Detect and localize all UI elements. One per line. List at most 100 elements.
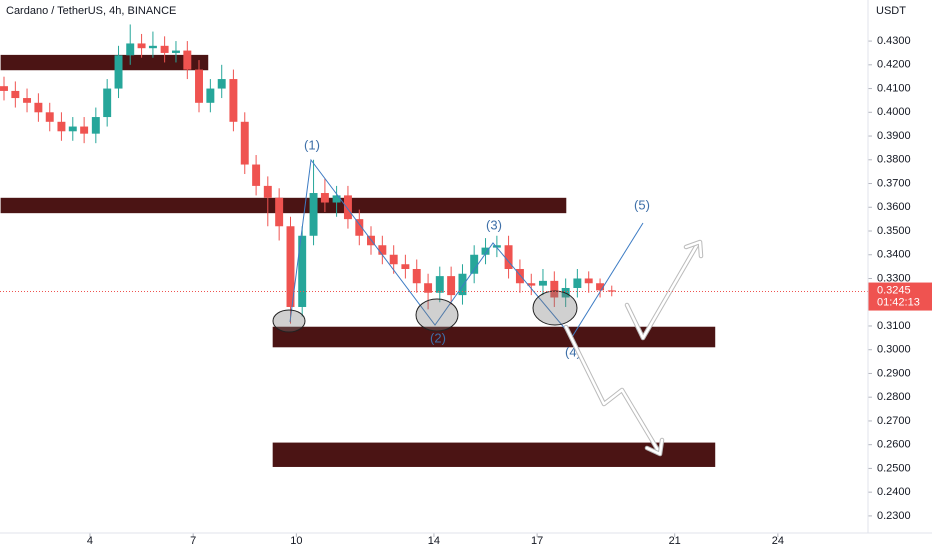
candle-body [527,283,536,286]
y-tick-label: 0.3500 [877,225,911,237]
y-tick-label: 0.3300 [877,272,911,284]
arrow-head [684,240,703,258]
candle-body [45,112,54,122]
y-tick-label: 0.3400 [877,249,911,261]
ellipse-marker [272,309,306,333]
y-axis-label: USDT [876,5,906,17]
candle-body [470,254,479,274]
wave-line [289,158,644,338]
y-tick-label: 0.3000 [877,344,911,356]
candle-body [401,264,410,269]
candle-body [217,79,226,89]
ellipse-marker [532,290,578,326]
wave-label: (5) [634,197,650,212]
chart-title: Cardano / TetherUS, 4h, BINANCE [6,5,176,17]
candle-body [11,90,20,99]
candle-body [160,45,169,53]
candle-body [126,43,135,56]
candle-body [80,126,89,134]
candle-body [171,50,180,53]
candle-body [206,88,215,103]
candle-body [229,79,238,122]
candle-body [183,50,192,70]
arrow-head [645,438,664,456]
price-tag-countdown: 01:42:13 [877,296,920,308]
x-tick-label: 10 [290,535,302,547]
candle-body [458,273,467,296]
candle-body [91,117,100,134]
y-tick-label: 0.4100 [877,82,911,94]
candle-body [504,245,513,269]
x-tick-label: 17 [531,535,543,547]
y-tick-label: 0.3900 [877,130,911,142]
candle-body [481,247,490,255]
x-tick-label: 4 [87,535,93,547]
candle-body [584,278,593,284]
candle-body [538,280,547,286]
candle-body [23,98,32,103]
candle-body [148,45,157,49]
candle-body [68,126,77,132]
wave-label: (1) [304,137,320,152]
arrow-down [564,325,661,454]
y-tick-label: 0.4300 [877,35,911,47]
candle-body [343,195,352,220]
candle-body [286,226,295,307]
candle-body [240,121,249,165]
y-tick-label: 0.2600 [877,439,911,451]
zone [0,53,210,72]
candle-body [320,193,329,203]
candle-body [550,280,559,298]
candle-body [275,197,284,227]
zone [271,325,717,349]
candle-body [103,88,112,118]
y-tick-label: 0.3600 [877,201,911,213]
candle-body [332,195,341,203]
y-tick-label: 0.2800 [877,391,911,403]
candle-body [309,193,318,236]
y-tick-label: 0.2700 [877,415,911,427]
y-tick-label: 0.4200 [877,59,911,71]
candle-body [195,69,203,103]
candle-body [252,164,261,186]
candle-body [573,278,582,288]
x-tick-label: 24 [772,535,784,547]
candle-body [607,290,616,292]
y-tick-label: 0.2500 [877,462,911,474]
y-tick-label: 0.2400 [877,486,911,498]
candle-body [34,102,43,113]
y-tick-label: 0.4000 [877,106,911,118]
zone [0,196,568,215]
candle-body [378,245,387,255]
wave-label: (3) [486,217,502,232]
candle-body [596,283,605,291]
candle-body [57,121,66,132]
y-tick-label: 0.2900 [877,367,911,379]
candle-body [114,55,123,89]
candle-body [424,283,433,293]
zone [271,441,717,469]
x-tick-label: 14 [428,535,440,547]
wave-label: (2) [430,330,446,345]
candle-body [355,219,364,236]
x-tick-label: 7 [190,535,196,547]
candle-body [263,185,272,198]
candle-body [435,276,444,293]
x-tick-label: 21 [669,535,681,547]
candle-body [137,43,146,49]
price-tag [868,282,932,311]
candle-body [412,268,421,284]
y-tick-label: 0.3700 [877,177,911,189]
ellipse-marker [415,298,459,332]
y-tick-label: 0.2300 [877,510,911,522]
y-tick-label: 0.3800 [877,154,911,166]
candle-body [492,245,501,248]
y-tick-label: 0.3100 [877,320,911,332]
candle-body [0,86,8,91]
arrow-up [625,243,699,340]
projection-arrows [563,239,704,457]
candle-body [389,254,398,265]
candle-body [447,276,456,296]
candle-body [515,268,524,284]
